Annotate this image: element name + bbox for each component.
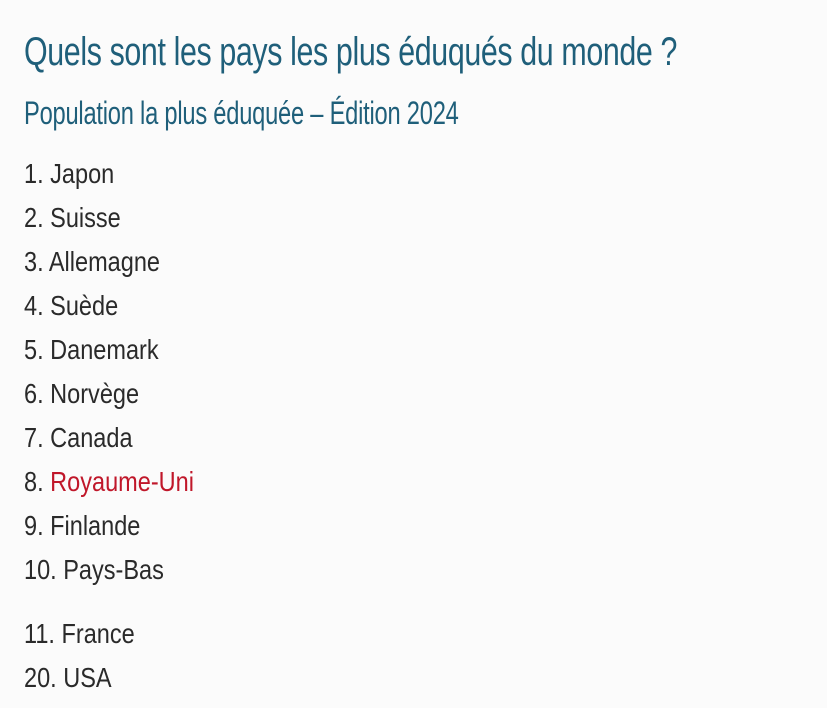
rank-number: 3. (24, 246, 44, 277)
country-name: Japon (50, 158, 115, 189)
rank-number: 2. (24, 202, 44, 233)
country-name: Finlande (50, 510, 141, 541)
rank-number: 4. (24, 290, 44, 321)
rank-number: 10. (24, 554, 57, 585)
list-item: 4. Suède (24, 284, 194, 328)
rank-number: 9. (24, 510, 44, 541)
list-item: 10. Pays-Bas (24, 548, 194, 592)
list-item: 2. Suisse (24, 196, 194, 240)
list-item: 11. France (24, 612, 194, 656)
country-name: Allemagne (48, 246, 161, 277)
list-item: 8. Royaume-Uni (24, 460, 194, 504)
rank-number: 1. (24, 158, 44, 189)
rank-number: 20. (24, 662, 57, 693)
country-name: Suisse (50, 202, 121, 233)
country-name-highlighted: Royaume-Uni (50, 466, 194, 497)
rank-number: 8. (24, 466, 44, 497)
list-item: 20. USA (24, 656, 194, 700)
list-item: 3. Allemagne (24, 240, 194, 284)
country-name: France (61, 618, 135, 649)
country-name: USA (63, 662, 112, 693)
country-name: Pays-Bas (63, 554, 164, 585)
rank-number: 5. (24, 334, 44, 365)
list-item: 6. Norvège (24, 372, 194, 416)
list-item: 7. Canada (24, 416, 194, 460)
page-title: Quels sont les pays les plus éduqués du … (24, 30, 678, 74)
country-name: Norvège (50, 378, 140, 409)
list-item: 5. Danemark (24, 328, 194, 372)
rank-number: 7. (24, 422, 44, 453)
rank-number: 6. (24, 378, 44, 409)
list-item: 1. Japon (24, 152, 194, 196)
ranking-list: 1. Japon 2. Suisse 3. Allemagne 4. Suède… (24, 152, 226, 700)
list-item: 9. Finlande (24, 504, 194, 548)
rank-number: 11. (24, 618, 55, 649)
page-subtitle: Population la plus éduquée – Édition 202… (24, 95, 459, 131)
country-name: Canada (50, 422, 133, 453)
country-name: Suède (50, 290, 119, 321)
country-name: Danemark (50, 334, 159, 365)
